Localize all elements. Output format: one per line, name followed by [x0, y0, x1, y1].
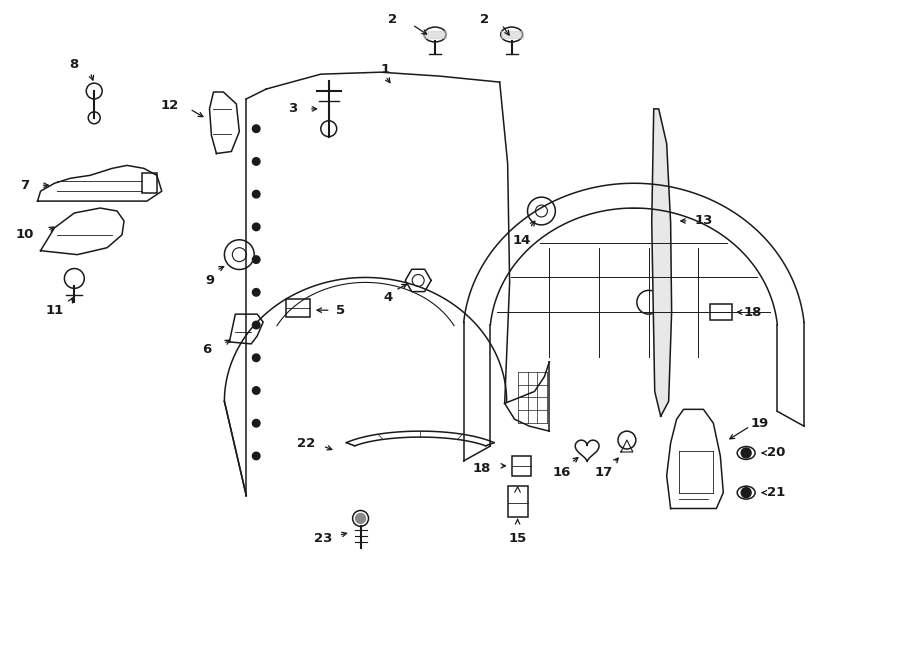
Polygon shape: [652, 109, 671, 416]
Circle shape: [252, 158, 260, 166]
Text: 23: 23: [313, 532, 332, 545]
Circle shape: [252, 420, 260, 427]
Circle shape: [252, 191, 260, 198]
Circle shape: [252, 125, 260, 132]
Text: 20: 20: [767, 446, 785, 459]
Text: 17: 17: [595, 466, 613, 479]
Text: 2: 2: [388, 13, 397, 26]
Circle shape: [742, 488, 751, 498]
Text: 1: 1: [381, 63, 390, 75]
Text: 8: 8: [69, 58, 79, 71]
Circle shape: [252, 321, 260, 329]
Text: 14: 14: [512, 234, 531, 248]
Text: 3: 3: [288, 103, 298, 115]
Text: 4: 4: [383, 291, 393, 304]
Text: 12: 12: [160, 99, 179, 113]
Text: 18: 18: [744, 306, 762, 318]
Text: 16: 16: [552, 466, 571, 479]
Circle shape: [252, 223, 260, 230]
Text: 6: 6: [202, 344, 211, 356]
Circle shape: [252, 289, 260, 296]
Text: 13: 13: [694, 214, 713, 228]
Text: 2: 2: [481, 13, 490, 26]
Text: 21: 21: [767, 486, 785, 499]
Text: 22: 22: [297, 436, 315, 449]
Text: 11: 11: [45, 304, 64, 316]
Text: 7: 7: [20, 179, 29, 192]
Text: 9: 9: [205, 274, 214, 287]
Text: 10: 10: [15, 228, 34, 242]
Circle shape: [252, 354, 260, 361]
Circle shape: [252, 387, 260, 395]
Text: 5: 5: [336, 304, 346, 316]
Text: 15: 15: [508, 532, 526, 545]
Circle shape: [252, 256, 260, 263]
Circle shape: [742, 448, 751, 458]
Circle shape: [356, 514, 365, 524]
Text: 19: 19: [751, 416, 770, 430]
Text: 18: 18: [472, 462, 491, 475]
Circle shape: [252, 452, 260, 459]
